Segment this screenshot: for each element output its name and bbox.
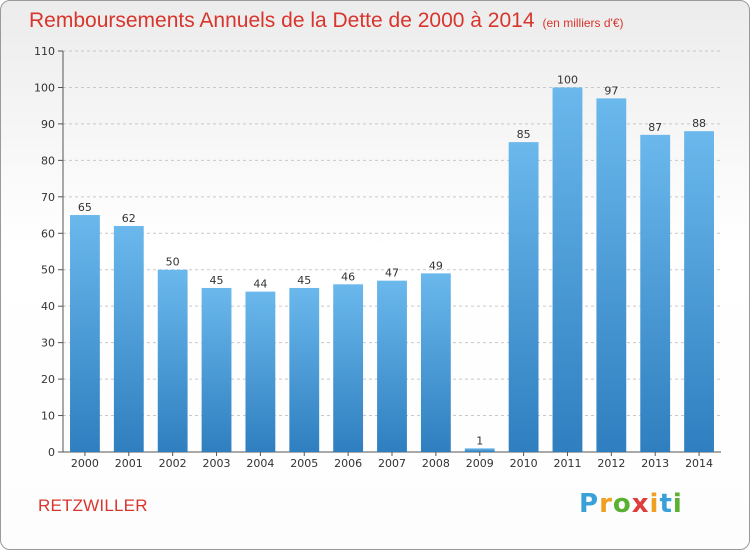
x-tick-label-2002: 2002 (159, 457, 187, 470)
chart-unit-note: (en milliers d'€) (542, 16, 624, 30)
value-label-2013: 87 (648, 121, 662, 134)
bar-2012 (596, 98, 627, 453)
y-tick-label: 10 (41, 410, 55, 423)
logo-letter: i (649, 489, 660, 519)
value-label-2001: 62 (122, 212, 136, 225)
value-label-2010: 85 (517, 128, 531, 141)
logo-letter: o (612, 489, 632, 519)
bars (70, 87, 714, 453)
value-label-2005: 45 (297, 274, 311, 287)
y-tick-label: 60 (41, 227, 55, 240)
bar-2001 (113, 225, 144, 452)
proxiti-logo: Proxiti (579, 489, 683, 519)
y-tick-label: 70 (41, 191, 55, 204)
logo-letter: t (659, 489, 673, 519)
labels: 0 10 20 30 40 50 60 70 80 90 100 110 65 2000 62 2001 50 2… (34, 45, 713, 470)
bar-2005 (289, 287, 320, 452)
value-label-2007: 47 (385, 267, 399, 280)
bar-2007 (377, 280, 407, 452)
logo-letter: P (579, 489, 600, 519)
value-label-2014: 88 (692, 117, 706, 130)
y-tick-label: 90 (41, 118, 55, 131)
x-tick-label-2014: 2014 (685, 457, 713, 470)
bar-2014 (684, 131, 714, 452)
x-tick-label-2011: 2011 (553, 457, 581, 470)
x-tick-label-2012: 2012 (597, 457, 625, 470)
chart-title: Remboursements Annuels de la Dette de 20… (29, 9, 624, 33)
chart-title-main: Remboursements Annuels de la Dette de 20… (29, 9, 535, 32)
value-label-2000: 65 (78, 201, 92, 214)
value-label-2011: 100 (557, 73, 578, 86)
x-tick-label-2008: 2008 (422, 457, 450, 470)
logo-letter: x (631, 489, 650, 519)
bar-2003 (201, 287, 232, 452)
x-tick-label-2007: 2007 (378, 457, 406, 470)
bar-2000 (70, 215, 100, 452)
bar-2009 (464, 448, 495, 452)
y-tick-label: 100 (34, 81, 55, 94)
x-tick-label-2004: 2004 (246, 457, 274, 470)
x-tick-label-2009: 2009 (466, 457, 494, 470)
bar-2002 (157, 269, 188, 452)
bar-2008 (420, 273, 451, 452)
x-tick-label-2006: 2006 (334, 457, 362, 470)
value-label-2012: 97 (604, 84, 618, 97)
value-label-2004: 44 (253, 278, 267, 291)
bar-2011 (552, 87, 583, 453)
bar-2013 (640, 134, 671, 452)
bar-2010 (508, 142, 539, 453)
x-tick-label-2003: 2003 (203, 457, 231, 470)
logo-letter: i (672, 489, 683, 519)
value-label-2009: 1 (476, 434, 483, 447)
y-tick-label: 20 (41, 373, 55, 386)
value-label-2002: 50 (166, 256, 180, 269)
y-tick-label: 110 (34, 45, 55, 58)
x-tick-label-2001: 2001 (115, 457, 143, 470)
value-label-2006: 46 (341, 270, 355, 283)
y-tick-label: 40 (41, 300, 55, 313)
commune-name: RETZWILLER (38, 496, 148, 515)
value-label-2003: 45 (210, 274, 224, 287)
y-tick-label: 80 (41, 154, 55, 167)
y-tick-label: 30 (41, 337, 55, 350)
x-tick-label-2005: 2005 (290, 457, 318, 470)
logo-letter: r (599, 489, 613, 519)
y-tick-label: 0 (48, 446, 55, 459)
x-tick-label-2000: 2000 (71, 457, 99, 470)
y-tick-label: 50 (41, 264, 55, 277)
bar-2006 (333, 284, 364, 452)
bar-2004 (245, 291, 276, 452)
x-tick-label-2010: 2010 (510, 457, 538, 470)
x-tick-label-2013: 2013 (641, 457, 669, 470)
value-label-2008: 49 (429, 259, 443, 272)
